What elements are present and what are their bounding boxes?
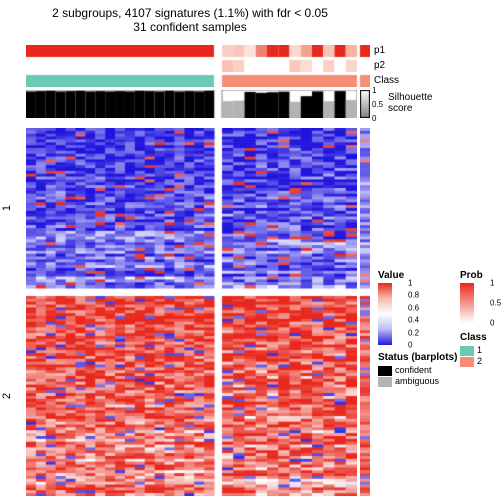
annotation-labels: p1p2Class (374, 45, 399, 90)
legend-class: Class 12 (460, 332, 487, 367)
row-group-label-2: 2 (1, 393, 13, 399)
silhouette-barplot (26, 90, 357, 118)
legend-prob-gradient (460, 283, 474, 323)
column-annotation-bands (26, 45, 370, 87)
heatmap-main (26, 128, 357, 496)
silhouette-label: Silhouette score (388, 92, 432, 114)
title-line-2: 31 confident samples (0, 20, 380, 34)
legend-value-title: Value (378, 270, 404, 281)
legend-status: Status (barplots) confidentambiguous (378, 352, 457, 387)
legend-prob-title: Prob (460, 270, 483, 281)
legend-class-item: 2 (460, 356, 487, 367)
row-group-label-1: 1 (1, 205, 13, 211)
legend-class-title: Class (460, 332, 487, 343)
legend-value-gradient (378, 283, 392, 345)
legend-value: Value 10.80.60.40.20 (378, 270, 404, 345)
legend-status-item: confident (378, 365, 457, 376)
legend-class-item: 1 (460, 345, 487, 356)
annotation-label: p2 (374, 60, 399, 75)
annotation-label: p1 (374, 45, 399, 60)
heatmap-side-column (360, 128, 370, 496)
legend-prob: Prob 10.50 (460, 270, 483, 323)
legend-status-item: ambiguous (378, 376, 457, 387)
title-line-1: 2 subgroups, 4107 signatures (1.1%) with… (0, 6, 380, 20)
silhouette-scale (360, 90, 370, 118)
legend-status-title: Status (barplots) (378, 352, 457, 363)
annotation-label: Class (374, 75, 399, 90)
